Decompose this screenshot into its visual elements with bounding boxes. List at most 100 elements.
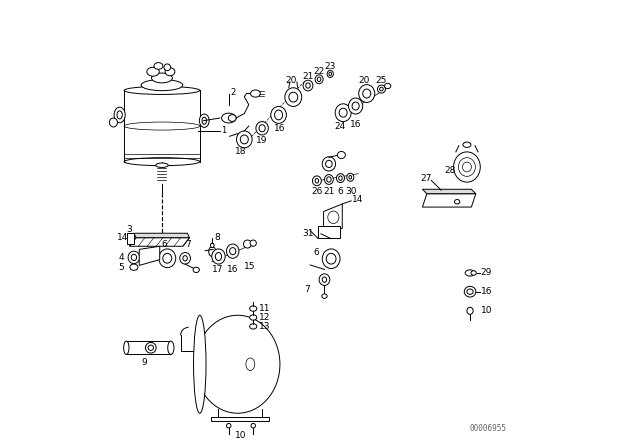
Polygon shape — [140, 246, 160, 265]
Text: 10: 10 — [481, 306, 492, 315]
Ellipse shape — [246, 358, 255, 370]
Text: 14: 14 — [117, 233, 129, 242]
Ellipse shape — [251, 423, 255, 428]
Ellipse shape — [152, 73, 172, 83]
Text: 2: 2 — [230, 88, 236, 97]
Ellipse shape — [317, 77, 321, 82]
Ellipse shape — [319, 274, 330, 285]
Text: 11: 11 — [259, 304, 270, 313]
Ellipse shape — [349, 176, 351, 179]
Ellipse shape — [202, 117, 207, 124]
Ellipse shape — [147, 67, 159, 76]
Ellipse shape — [183, 256, 188, 261]
Ellipse shape — [337, 174, 344, 183]
Ellipse shape — [315, 179, 319, 183]
Text: 25: 25 — [376, 76, 387, 85]
Ellipse shape — [380, 87, 383, 91]
Ellipse shape — [193, 267, 199, 272]
Ellipse shape — [163, 254, 172, 263]
Ellipse shape — [180, 253, 191, 264]
Text: 21: 21 — [323, 187, 335, 196]
Ellipse shape — [335, 104, 351, 121]
Polygon shape — [422, 194, 476, 207]
Ellipse shape — [289, 92, 298, 102]
Bar — [211, 417, 269, 421]
Ellipse shape — [339, 108, 347, 117]
Ellipse shape — [467, 307, 473, 314]
Text: 16: 16 — [227, 265, 239, 274]
Ellipse shape — [195, 315, 280, 413]
Ellipse shape — [250, 315, 257, 320]
Ellipse shape — [145, 342, 156, 353]
Ellipse shape — [212, 249, 225, 264]
Ellipse shape — [467, 289, 473, 294]
Ellipse shape — [109, 118, 117, 127]
Text: 16: 16 — [350, 120, 362, 129]
Ellipse shape — [329, 72, 332, 76]
Text: 9: 9 — [141, 358, 147, 367]
Polygon shape — [422, 189, 476, 194]
Text: 6: 6 — [314, 249, 319, 258]
Ellipse shape — [250, 90, 260, 97]
Text: 30: 30 — [346, 187, 357, 196]
Ellipse shape — [131, 254, 136, 260]
Polygon shape — [318, 226, 340, 238]
Text: 19: 19 — [257, 136, 268, 145]
Text: 15: 15 — [244, 262, 255, 271]
Text: 24: 24 — [335, 121, 346, 130]
Text: 6: 6 — [161, 241, 167, 250]
Ellipse shape — [463, 142, 471, 147]
Ellipse shape — [227, 423, 231, 428]
Text: 20: 20 — [358, 76, 369, 85]
Text: 13: 13 — [259, 322, 270, 331]
Ellipse shape — [259, 125, 265, 132]
Ellipse shape — [124, 158, 200, 166]
Ellipse shape — [221, 113, 236, 123]
Ellipse shape — [216, 253, 221, 260]
Ellipse shape — [315, 75, 323, 84]
Ellipse shape — [454, 152, 480, 182]
Text: 28: 28 — [445, 166, 456, 175]
Ellipse shape — [285, 88, 301, 107]
Ellipse shape — [199, 114, 209, 127]
Ellipse shape — [303, 80, 313, 91]
Text: 17: 17 — [212, 265, 223, 274]
Ellipse shape — [275, 110, 283, 120]
Text: 7: 7 — [185, 241, 191, 250]
Text: 26: 26 — [311, 187, 323, 196]
Ellipse shape — [250, 306, 257, 311]
Ellipse shape — [322, 157, 335, 171]
Ellipse shape — [339, 176, 342, 181]
Text: 00006955: 00006955 — [470, 424, 507, 433]
Text: 18: 18 — [236, 147, 247, 156]
Ellipse shape — [237, 131, 252, 148]
Ellipse shape — [271, 107, 286, 123]
Ellipse shape — [385, 83, 391, 89]
Ellipse shape — [209, 247, 216, 257]
Text: 6: 6 — [338, 187, 343, 196]
Ellipse shape — [211, 243, 214, 248]
Ellipse shape — [327, 70, 333, 78]
Ellipse shape — [465, 270, 475, 276]
Text: 7: 7 — [305, 285, 310, 294]
Ellipse shape — [117, 111, 122, 119]
Ellipse shape — [227, 244, 239, 258]
Text: 14: 14 — [352, 195, 364, 204]
Text: 22: 22 — [314, 67, 324, 76]
Ellipse shape — [378, 85, 385, 93]
Ellipse shape — [130, 264, 138, 270]
Ellipse shape — [141, 80, 183, 90]
Bar — [126, 341, 171, 354]
Text: 23: 23 — [324, 62, 336, 71]
Polygon shape — [324, 204, 342, 228]
Text: 16: 16 — [274, 124, 285, 133]
Text: 1: 1 — [221, 126, 227, 135]
Ellipse shape — [471, 271, 476, 275]
Ellipse shape — [463, 162, 472, 172]
Text: 31: 31 — [302, 229, 314, 238]
Ellipse shape — [124, 341, 129, 354]
Ellipse shape — [156, 163, 168, 168]
Ellipse shape — [228, 115, 236, 121]
Ellipse shape — [322, 294, 327, 298]
Ellipse shape — [148, 345, 154, 350]
